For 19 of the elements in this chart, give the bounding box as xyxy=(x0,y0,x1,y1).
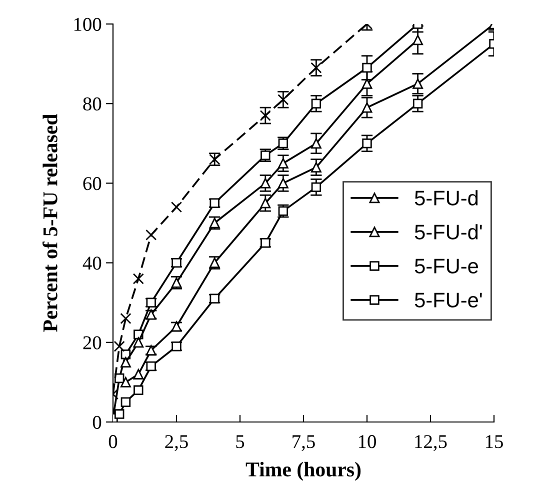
y-tick-label: 60 xyxy=(83,177,102,190)
x-axis-title: Time (hours) xyxy=(246,462,361,481)
y-tick-label: 0 xyxy=(92,416,102,429)
x-tick-label: 15 xyxy=(486,435,503,448)
legend-label: 5-FU-e xyxy=(414,258,478,274)
x-tick-label: 0 xyxy=(108,435,118,448)
y-tick-label: 100 xyxy=(74,18,102,31)
legend-label: 5-FU-d' xyxy=(414,224,482,240)
x-tick-label: 7,5 xyxy=(292,435,315,451)
legend-label: 5-FU-e' xyxy=(414,292,482,308)
x-tick-label: 5 xyxy=(236,435,244,448)
y-axis-title: Percent of 5-FU released xyxy=(42,114,58,332)
x-tick-label: 2,5 xyxy=(165,435,188,451)
x-tick-label: 12,5 xyxy=(415,435,447,451)
y-tick-label: 80 xyxy=(83,97,102,111)
y-tick-label: 20 xyxy=(83,336,102,350)
y-tick-label: 40 xyxy=(82,256,102,270)
x-tick-label: 10 xyxy=(358,435,376,448)
legend-label: 5-FU-d xyxy=(414,190,478,206)
